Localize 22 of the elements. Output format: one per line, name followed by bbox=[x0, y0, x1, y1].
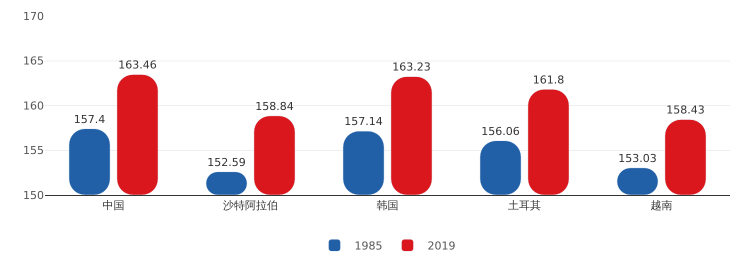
x-tick-label: 中国 bbox=[102, 199, 124, 212]
data-label: 158.84 bbox=[255, 100, 294, 113]
data-label: 158.43 bbox=[666, 104, 705, 117]
data-label: 157.4 bbox=[74, 112, 106, 126]
y-tick-label: 170 bbox=[23, 10, 44, 23]
x-tick-label: 韩国 bbox=[376, 199, 398, 212]
x-tick-label: 土耳其 bbox=[508, 199, 541, 212]
data-label: 157.14 bbox=[344, 115, 383, 128]
data-label: 161.8 bbox=[532, 73, 564, 86]
x-tick-label: 沙特阿拉伯 bbox=[223, 199, 278, 212]
y-tick-label: 155 bbox=[23, 144, 44, 158]
data-label: 156.06 bbox=[481, 124, 520, 138]
y-tick-label: 150 bbox=[23, 188, 44, 202]
y-tick-label: 160 bbox=[23, 99, 44, 112]
data-label: 163.46 bbox=[118, 58, 157, 72]
legend-label: 2019 bbox=[428, 240, 456, 253]
legend-label: 1985 bbox=[354, 240, 382, 253]
y-tick-label: 165 bbox=[23, 54, 44, 68]
data-label: 163.23 bbox=[392, 60, 431, 74]
x-tick-label: 越南 bbox=[650, 199, 672, 212]
data-label: 152.59 bbox=[207, 156, 246, 169]
data-label: 153.03 bbox=[618, 152, 657, 165]
